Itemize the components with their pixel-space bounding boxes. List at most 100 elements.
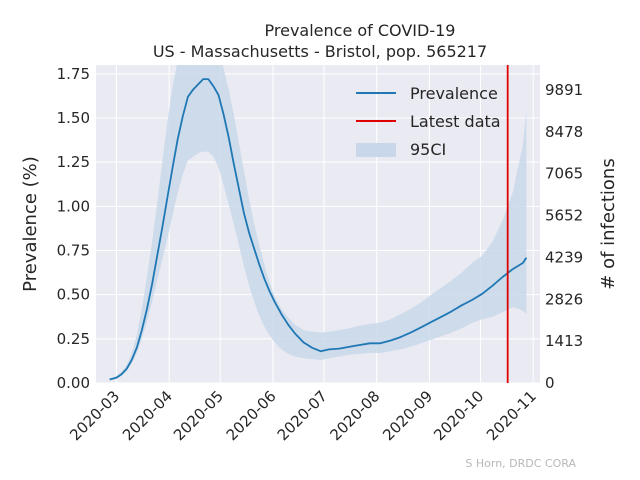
y-tick-label: 1.25	[57, 153, 90, 171]
y2-tick-label: 4239	[545, 248, 583, 266]
prevalence-point	[116, 377, 117, 378]
prevalence-point	[390, 340, 391, 341]
prevalence-point	[167, 197, 168, 198]
y2-tick-label: 9891	[545, 81, 583, 99]
x-tick-label: 2020-09	[379, 387, 436, 444]
prevalence-point	[228, 137, 229, 138]
prevalence-point	[264, 278, 265, 279]
prevalence-point	[157, 255, 158, 256]
prevalence-point	[152, 284, 153, 285]
legend-ci-label: 95CI	[410, 140, 446, 159]
prevalence-point	[339, 348, 340, 349]
prevalence-point	[177, 139, 178, 140]
prevalence-point	[213, 86, 214, 87]
prevalence-point	[198, 84, 199, 85]
prevalence-point	[281, 314, 282, 315]
y2-tick-label: 2826	[545, 290, 583, 308]
prevalence-point	[223, 114, 224, 115]
x-tick-label: 2020-11	[483, 387, 540, 444]
y-axis-label: Prevalence (%)	[20, 156, 41, 292]
prevalence-line	[109, 78, 528, 381]
prevalence-point	[208, 79, 209, 80]
prevalence-point	[187, 96, 188, 97]
prevalence-point	[182, 116, 183, 117]
prevalence-point	[136, 347, 137, 348]
prevalence-point	[320, 351, 321, 352]
y-tick-label: 0.00	[57, 374, 90, 392]
prevalence-point	[303, 342, 304, 343]
x-tick-label: 2020-07	[274, 387, 331, 444]
prevalence-point	[121, 374, 122, 375]
prevalence-point	[502, 276, 503, 277]
prevalence-point	[349, 346, 350, 347]
x-tick-label: 2020-08	[326, 387, 383, 444]
prevalence-point	[249, 232, 250, 233]
prevalence-point	[359, 344, 360, 345]
prevalence-point	[329, 349, 330, 350]
prevalence-point	[431, 322, 432, 323]
y-tick-label: 0.25	[57, 330, 90, 348]
prevalence-point	[238, 188, 239, 189]
prevalence-point	[274, 301, 275, 302]
prevalence-point	[126, 368, 127, 369]
prevalence-point	[512, 269, 513, 270]
prevalence-point	[203, 79, 204, 80]
legend-latest-label: Latest data	[410, 112, 501, 131]
y2-tick-label: 5652	[545, 207, 583, 225]
y2-tick-label: 0	[545, 374, 555, 392]
prevalence-point	[410, 332, 411, 333]
y2-axis-label: # of infections	[598, 158, 619, 289]
prevalence-point	[380, 343, 381, 344]
prevalence-point	[400, 337, 401, 338]
credit-text: S Horn, DRDC CORA	[465, 457, 576, 470]
prevalence-point	[461, 305, 462, 306]
prevalence-point	[162, 227, 163, 228]
x-tick-label: 2020-04	[119, 387, 176, 444]
y2-tick-label: 1413	[545, 332, 583, 350]
prevalence-point	[482, 293, 483, 294]
ci-band	[109, 65, 527, 381]
confidence-band-layer	[109, 65, 527, 381]
prevalence-point	[294, 333, 295, 334]
x-tick-label: 2020-03	[66, 387, 123, 444]
legend: Prevalence Latest data 95CI	[356, 84, 501, 159]
y-tick-label: 0.75	[57, 242, 90, 260]
legend-prevalence-label: Prevalence	[410, 84, 498, 103]
x-tick-label: 2020-06	[223, 387, 280, 444]
prevalence-point	[526, 257, 527, 258]
prevalence-point	[146, 308, 147, 309]
y2-tick-label: 8478	[545, 123, 583, 141]
y-tick-label: 1.00	[57, 197, 90, 215]
prevalence-point	[243, 213, 244, 214]
prevalence-point	[233, 163, 234, 164]
prevalence-point	[288, 324, 289, 325]
prevalence-point	[471, 299, 472, 300]
prevalence-point	[522, 262, 523, 263]
legend-ci-swatch	[356, 143, 396, 157]
prevalence-point	[131, 359, 132, 360]
x-tick-label: 2020-10	[430, 387, 487, 444]
prevalence-point	[369, 343, 370, 344]
prevalence-line-layer	[109, 78, 528, 381]
prevalence-point	[311, 347, 312, 348]
prevalence-point	[254, 248, 255, 249]
prevalence-point	[109, 379, 110, 380]
x-tick-label: 2020-05	[170, 387, 227, 444]
y-tick-label: 0.50	[57, 286, 90, 304]
prevalence-point	[259, 264, 260, 265]
chart-subtitle: US - Massachusetts - Bristol, pop. 56521…	[153, 42, 487, 61]
prevalence-point	[218, 94, 219, 95]
prevalence-point	[441, 316, 442, 317]
chart-title: Prevalence of COVID-19	[265, 21, 456, 40]
prevalence-point	[451, 311, 452, 312]
y-tick-label: 1.75	[57, 65, 90, 83]
prevalence-point	[492, 285, 493, 286]
prevalence-point	[192, 89, 193, 90]
prevalence-point	[420, 327, 421, 328]
prevalence-point	[141, 329, 142, 330]
prevalence-point	[269, 291, 270, 292]
prevalence-point	[172, 167, 173, 168]
y2-tick-label: 7065	[545, 165, 583, 183]
y-tick-label: 1.50	[57, 109, 90, 127]
